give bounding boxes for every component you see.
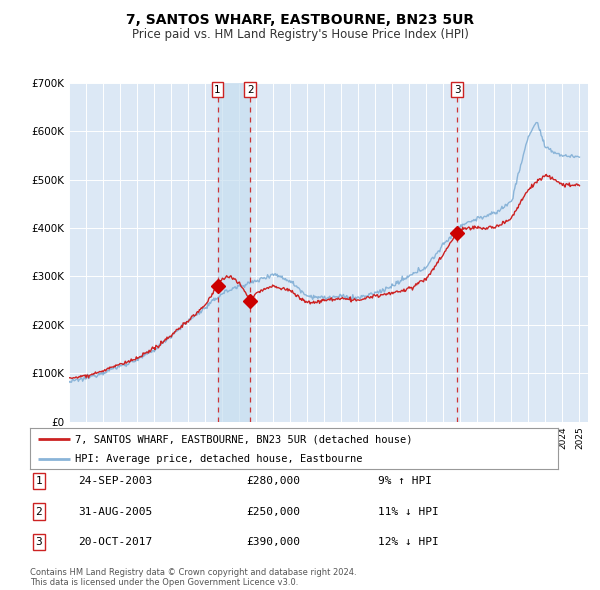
Text: 1: 1: [214, 85, 221, 95]
Text: 11% ↓ HPI: 11% ↓ HPI: [378, 507, 439, 516]
Text: 7, SANTOS WHARF, EASTBOURNE, BN23 5UR: 7, SANTOS WHARF, EASTBOURNE, BN23 5UR: [126, 13, 474, 27]
Text: 3: 3: [35, 537, 43, 547]
Text: 7, SANTOS WHARF, EASTBOURNE, BN23 5UR (detached house): 7, SANTOS WHARF, EASTBOURNE, BN23 5UR (d…: [75, 434, 412, 444]
Text: HPI: Average price, detached house, Eastbourne: HPI: Average price, detached house, East…: [75, 454, 362, 464]
Text: 24-SEP-2003: 24-SEP-2003: [78, 476, 152, 486]
Text: 2: 2: [35, 507, 43, 516]
Text: £250,000: £250,000: [246, 507, 300, 516]
Text: 2: 2: [247, 85, 254, 95]
Text: 9% ↑ HPI: 9% ↑ HPI: [378, 476, 432, 486]
Text: This data is licensed under the Open Government Licence v3.0.: This data is licensed under the Open Gov…: [30, 578, 298, 587]
Text: £280,000: £280,000: [246, 476, 300, 486]
Bar: [218, 83, 250, 422]
Text: 1: 1: [35, 476, 43, 486]
Text: Price paid vs. HM Land Registry's House Price Index (HPI): Price paid vs. HM Land Registry's House …: [131, 28, 469, 41]
Text: 12% ↓ HPI: 12% ↓ HPI: [378, 537, 439, 547]
Text: 3: 3: [454, 85, 460, 95]
Text: 31-AUG-2005: 31-AUG-2005: [78, 507, 152, 516]
Text: Contains HM Land Registry data © Crown copyright and database right 2024.: Contains HM Land Registry data © Crown c…: [30, 568, 356, 577]
Text: £390,000: £390,000: [246, 537, 300, 547]
Text: 20-OCT-2017: 20-OCT-2017: [78, 537, 152, 547]
